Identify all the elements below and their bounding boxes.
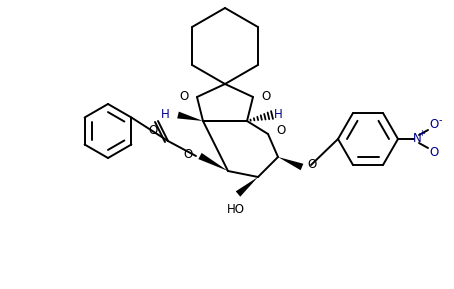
Text: O: O	[148, 123, 158, 136]
Text: O: O	[429, 118, 439, 131]
Polygon shape	[236, 177, 258, 197]
Text: N: N	[413, 132, 421, 145]
Text: O: O	[276, 125, 285, 138]
Text: HO: HO	[227, 203, 245, 216]
Text: O: O	[184, 147, 193, 160]
Text: O: O	[429, 147, 439, 160]
Text: H: H	[274, 108, 283, 121]
Polygon shape	[198, 153, 228, 171]
Text: O: O	[307, 158, 316, 171]
Polygon shape	[278, 157, 303, 170]
Polygon shape	[177, 112, 203, 121]
Text: +: +	[419, 129, 425, 138]
Text: H: H	[161, 108, 170, 121]
Text: O: O	[180, 90, 189, 103]
Text: O: O	[261, 90, 270, 103]
Text: -: -	[438, 115, 442, 125]
